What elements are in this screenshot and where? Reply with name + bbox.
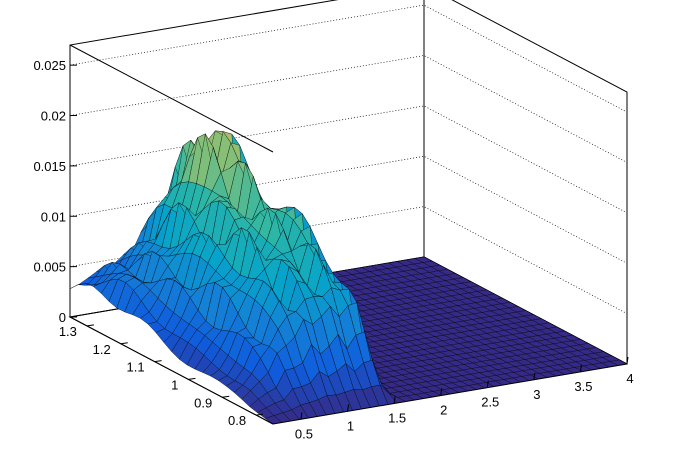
x-tick	[393, 396, 396, 404]
z-tick-label: 0.005	[33, 260, 66, 275]
y-axis-line	[69, 316, 274, 425]
x-tick	[626, 356, 629, 365]
x-tick-label: 2	[440, 403, 447, 418]
y-tick-label: 0.9	[194, 395, 212, 410]
x-tick-label: 3	[533, 387, 540, 402]
y-tick	[188, 377, 196, 380]
x-tick	[440, 388, 443, 396]
y-tick-label: 1.1	[127, 360, 145, 375]
y-tick	[120, 342, 128, 345]
z-tick-label: 0.02	[41, 109, 66, 124]
y-tick-label: 0.8	[228, 413, 246, 428]
x-tick	[579, 364, 582, 372]
x-tick-label: 0.5	[295, 426, 313, 441]
z-tick-label: 0	[59, 310, 66, 325]
y-tick	[256, 413, 264, 416]
x-tick-label: 2.5	[481, 395, 499, 410]
x-axis-line	[272, 363, 628, 425]
z-tick-label: 0.01	[41, 209, 66, 224]
x-tick	[486, 380, 489, 388]
x-tick-label: 3.5	[574, 379, 592, 394]
x-tick	[300, 412, 303, 420]
y-tick	[86, 324, 94, 327]
x-tick-label: 1.5	[388, 410, 406, 425]
y-tick-label: 1	[171, 377, 178, 392]
z-tick-label: 0.025	[33, 58, 66, 73]
y-tick	[154, 360, 162, 363]
y-tick	[222, 395, 230, 398]
y-tick-label: 1.2	[93, 342, 111, 357]
y-tick-label: 1.3	[59, 324, 77, 339]
z-tick-label: 0.015	[33, 159, 66, 174]
x-tick	[347, 404, 350, 412]
x-tick-label: 1	[347, 418, 354, 433]
x-tick	[533, 372, 536, 380]
x-tick-label: 4	[626, 371, 633, 386]
